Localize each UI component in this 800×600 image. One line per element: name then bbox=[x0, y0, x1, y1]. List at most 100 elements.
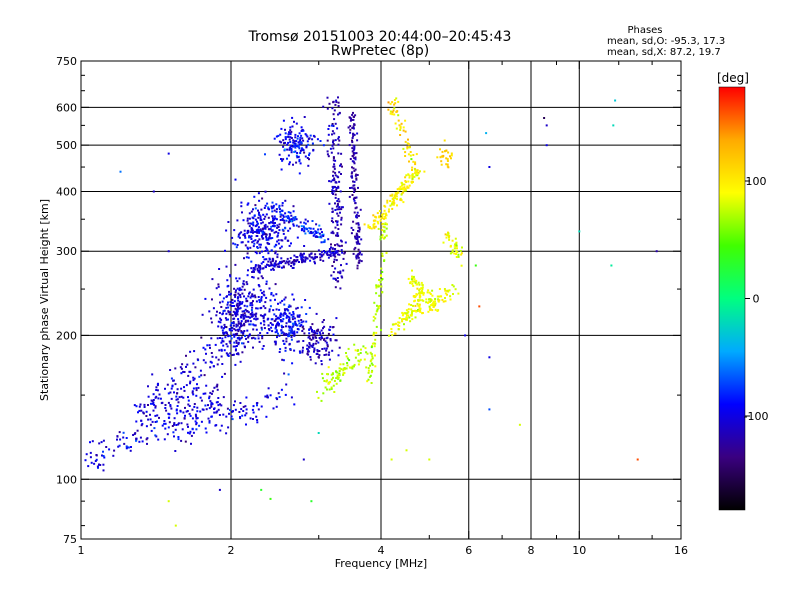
scatter-point bbox=[332, 190, 335, 193]
scatter-point bbox=[308, 158, 310, 161]
scatter-point bbox=[293, 260, 296, 263]
scatter-point bbox=[440, 155, 443, 158]
scatter-point bbox=[357, 363, 360, 366]
scatter-point bbox=[488, 166, 491, 168]
scatter-point bbox=[246, 283, 249, 286]
scatter-point bbox=[392, 196, 395, 199]
scatter-point bbox=[318, 350, 321, 352]
scatter-point bbox=[113, 449, 116, 452]
scatter-point bbox=[256, 404, 258, 407]
x-tick-labels: 1 2 4 6 8 10 16 bbox=[78, 544, 689, 557]
scatter-point bbox=[333, 391, 336, 393]
scatter-point bbox=[164, 422, 167, 425]
scatter-point bbox=[300, 126, 303, 129]
scatter-point bbox=[355, 232, 358, 235]
scatter-point bbox=[258, 299, 261, 302]
scatter-point bbox=[402, 191, 405, 194]
scatter-point bbox=[251, 306, 254, 309]
scatter-point bbox=[152, 409, 155, 412]
scatter-point bbox=[370, 382, 373, 384]
scatter-point bbox=[385, 214, 388, 217]
scatter-point bbox=[257, 266, 260, 269]
scatter-point bbox=[283, 148, 286, 151]
scatter-point bbox=[260, 229, 263, 232]
scatter-point bbox=[152, 401, 155, 404]
scatter-point bbox=[330, 373, 333, 376]
scatter-point bbox=[349, 125, 352, 128]
scatter-point bbox=[284, 309, 287, 312]
scatter-point bbox=[271, 206, 274, 209]
scatter-point bbox=[346, 357, 349, 360]
scatter-point bbox=[432, 300, 435, 303]
scatter-point bbox=[301, 259, 304, 262]
scatter-point bbox=[183, 371, 186, 373]
scatter-point bbox=[279, 316, 282, 319]
scatter-point bbox=[244, 321, 247, 323]
scatter-point bbox=[290, 338, 293, 341]
scatter-point bbox=[353, 343, 356, 346]
scatter-point bbox=[192, 387, 195, 390]
scatter-point bbox=[314, 342, 317, 345]
scatter-point bbox=[345, 262, 348, 265]
scatter-point bbox=[187, 403, 190, 406]
scatter-point bbox=[273, 340, 276, 343]
scatter-point bbox=[290, 220, 292, 223]
scatter-point bbox=[275, 324, 278, 327]
scatter-point bbox=[275, 330, 278, 333]
scatter-point bbox=[320, 250, 323, 253]
scatter-point bbox=[315, 232, 318, 234]
scatter-point bbox=[413, 295, 416, 297]
scatter-point bbox=[398, 325, 401, 327]
scatter-point bbox=[254, 218, 257, 221]
scatter-point bbox=[240, 288, 243, 291]
scatter-point bbox=[306, 135, 309, 138]
scatter-point bbox=[264, 153, 266, 156]
scatter-point bbox=[233, 335, 236, 338]
scatter-point bbox=[338, 200, 341, 203]
scatter-point bbox=[119, 170, 122, 173]
scatter-point bbox=[428, 300, 431, 303]
scatter-point bbox=[454, 288, 457, 291]
scatter-point bbox=[282, 139, 285, 142]
scatter-point bbox=[334, 250, 337, 253]
scatter-point bbox=[227, 318, 229, 321]
scatter-point bbox=[284, 199, 287, 202]
scatter-point bbox=[203, 374, 206, 377]
scatter-point bbox=[312, 234, 315, 237]
scatter-point bbox=[271, 210, 274, 213]
scatter-point bbox=[326, 107, 329, 110]
scatter-point bbox=[221, 363, 224, 365]
scatter-point bbox=[270, 205, 273, 208]
scatter-point bbox=[338, 139, 341, 142]
scatter-point bbox=[300, 142, 303, 145]
scatter-point bbox=[274, 327, 277, 330]
scatter-point bbox=[317, 328, 320, 331]
scatter-point bbox=[243, 330, 246, 332]
scatter-point bbox=[182, 370, 185, 373]
scatter-point bbox=[181, 428, 184, 431]
scatter-point bbox=[405, 309, 408, 312]
scatter-point bbox=[220, 355, 223, 358]
scatter-point bbox=[253, 317, 256, 320]
scatter-point bbox=[242, 219, 245, 222]
scatter-point bbox=[284, 346, 287, 349]
scatter-point bbox=[156, 414, 159, 417]
scatter-point bbox=[428, 298, 431, 301]
scatter-point bbox=[372, 331, 375, 334]
scatter-point bbox=[278, 317, 280, 320]
scatter-point bbox=[401, 183, 404, 186]
scatter-point bbox=[167, 152, 170, 155]
scatter-point bbox=[157, 397, 160, 400]
scatter-point bbox=[314, 262, 316, 265]
scatter-point bbox=[326, 336, 329, 339]
scatter-point bbox=[298, 158, 301, 161]
scatter-point bbox=[241, 292, 244, 295]
scatter-point bbox=[291, 332, 294, 335]
scatter-point bbox=[280, 324, 283, 327]
scatter-point bbox=[391, 113, 394, 116]
scatter-point bbox=[388, 208, 390, 211]
scatter-point bbox=[299, 254, 302, 257]
scatter-point bbox=[216, 385, 219, 388]
scatter-point bbox=[156, 383, 159, 386]
scatter-point bbox=[283, 343, 286, 345]
